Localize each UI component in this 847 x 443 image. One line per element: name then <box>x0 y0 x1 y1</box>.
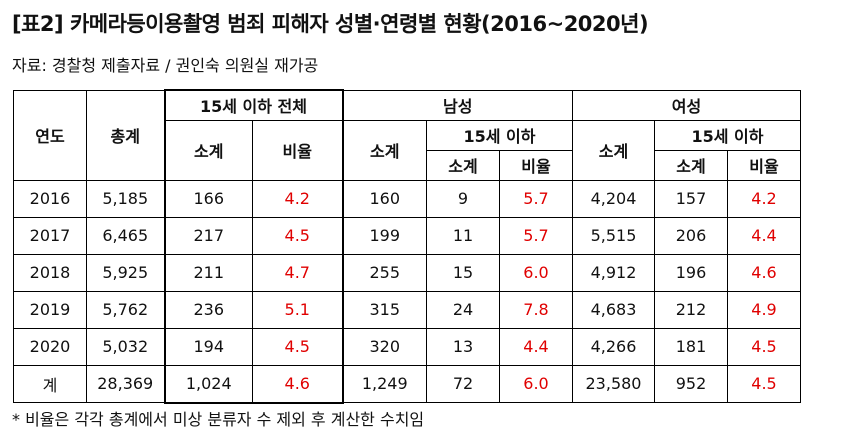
cell-female-under15-ratio: 4.4 <box>727 216 801 255</box>
cell-female-under15-subtotal: 206 <box>654 216 728 255</box>
cell-total: 5,762 <box>86 290 165 329</box>
header-under15-subtotal: 소계 <box>163 119 253 181</box>
cell-female-under15-ratio: 4.2 <box>727 179 801 218</box>
cell-male-subtotal: 1,249 <box>342 364 427 403</box>
cell-year: 2016 <box>13 179 87 218</box>
cell-under15-subtotal: 217 <box>163 216 253 255</box>
header-female-under15-ratio: 비율 <box>727 149 801 181</box>
cell-year: 2020 <box>13 327 87 366</box>
cell-male-under15-subtotal: 72 <box>426 364 500 403</box>
table-row: 2020 5,032 194 4.5 320 13 4.4 4,266 181 … <box>13 327 801 366</box>
cell-female-under15-ratio: 4.6 <box>727 253 801 292</box>
cell-male-under15-subtotal: 15 <box>426 253 500 292</box>
header-female-subtotal: 소계 <box>572 119 655 181</box>
header-male-under15: 15세 이하 <box>426 119 573 151</box>
cell-male-under15-subtotal: 13 <box>426 327 500 366</box>
cell-male-under15-ratio: 7.8 <box>499 290 573 329</box>
cell-under15-subtotal: 166 <box>163 179 253 218</box>
cell-female-subtotal: 23,580 <box>572 364 655 403</box>
cell-male-subtotal: 315 <box>342 290 427 329</box>
cell-female-under15-subtotal: 952 <box>654 364 728 403</box>
cell-female-under15-subtotal: 212 <box>654 290 728 329</box>
cell-female-subtotal: 4,683 <box>572 290 655 329</box>
cell-male-under15-ratio: 6.0 <box>499 364 573 403</box>
cell-male-subtotal: 255 <box>342 253 427 292</box>
cell-under15-subtotal: 211 <box>163 253 253 292</box>
cell-total: 28,369 <box>86 364 165 403</box>
header-female: 여성 <box>572 89 801 121</box>
header-male: 남성 <box>342 89 573 121</box>
cell-female-under15-ratio: 4.9 <box>727 290 801 329</box>
cell-female-under15-subtotal: 196 <box>654 253 728 292</box>
table-row-total: 계 28,369 1,024 4.6 1,249 72 6.0 23,580 9… <box>13 364 801 404</box>
cell-male-subtotal: 320 <box>342 327 427 366</box>
table-row: 2018 5,925 211 4.7 255 15 6.0 4,912 196 … <box>13 253 801 292</box>
cell-male-under15-subtotal: 11 <box>426 216 500 255</box>
source-line: 자료: 경찰청 제출자료 / 권인숙 의원실 재가공 <box>12 56 319 75</box>
cell-year: 2018 <box>13 253 87 292</box>
cell-male-under15-subtotal: 9 <box>426 179 500 218</box>
cell-under15-ratio: 4.6 <box>252 364 344 404</box>
cell-year: 2019 <box>13 290 87 329</box>
document-title: [표2] 카메라등이용촬영 범죄 피해자 성별·연령별 현황(2016~2020… <box>12 12 649 36</box>
cell-under15-subtotal: 236 <box>163 290 253 329</box>
header-male-under15-ratio: 비율 <box>499 149 573 181</box>
cell-total: 5,032 <box>86 327 165 366</box>
cell-year: 계 <box>13 364 87 403</box>
cell-total: 6,465 <box>86 216 165 255</box>
cell-under15-subtotal: 1,024 <box>163 364 253 404</box>
cell-under15-ratio: 5.1 <box>252 290 344 329</box>
footnote: * 비율은 각각 총계에서 미상 분류자 수 제외 후 계산한 수치임 <box>12 410 425 429</box>
header-year: 연도 <box>13 89 87 181</box>
cell-female-subtotal: 5,515 <box>572 216 655 255</box>
header-male-subtotal: 소계 <box>342 119 427 181</box>
cell-female-subtotal: 4,204 <box>572 179 655 218</box>
table-row: 2019 5,762 236 5.1 315 24 7.8 4,683 212 … <box>13 290 801 329</box>
cell-under15-ratio: 4.5 <box>252 216 344 255</box>
cell-total: 5,185 <box>86 179 165 218</box>
cell-year: 2017 <box>13 216 87 255</box>
cell-female-subtotal: 4,266 <box>572 327 655 366</box>
table-row: 2016 5,185 166 4.2 160 9 5.7 4,204 157 4… <box>13 179 801 218</box>
header-female-under15-subtotal: 소계 <box>654 149 728 181</box>
cell-male-subtotal: 199 <box>342 216 427 255</box>
header-total: 총계 <box>86 89 165 181</box>
cell-female-subtotal: 4,912 <box>572 253 655 292</box>
statistics-table: 연도 총계 15세 이하 전체 남성 여성 소계 비율 소계 15세 이하 소계… <box>13 89 801 404</box>
cell-male-subtotal: 160 <box>342 179 427 218</box>
cell-female-under15-subtotal: 181 <box>654 327 728 366</box>
cell-male-under15-ratio: 5.7 <box>499 179 573 218</box>
header-female-under15: 15세 이하 <box>654 119 801 151</box>
cell-female-under15-ratio: 4.5 <box>727 327 801 366</box>
cell-female-under15-ratio: 4.5 <box>727 364 801 403</box>
header-under15-ratio: 비율 <box>252 119 344 181</box>
table-row: 2017 6,465 217 4.5 199 11 5.7 5,515 206 … <box>13 216 801 255</box>
cell-male-under15-ratio: 4.4 <box>499 327 573 366</box>
header-male-under15-subtotal: 소계 <box>426 149 500 181</box>
cell-under15-subtotal: 194 <box>163 327 253 366</box>
cell-male-under15-ratio: 6.0 <box>499 253 573 292</box>
cell-under15-ratio: 4.5 <box>252 327 344 366</box>
cell-male-under15-subtotal: 24 <box>426 290 500 329</box>
header-under15-all: 15세 이하 전체 <box>163 89 344 121</box>
cell-total: 5,925 <box>86 253 165 292</box>
cell-female-under15-subtotal: 157 <box>654 179 728 218</box>
cell-under15-ratio: 4.2 <box>252 179 344 218</box>
cell-under15-ratio: 4.7 <box>252 253 344 292</box>
cell-male-under15-ratio: 5.7 <box>499 216 573 255</box>
